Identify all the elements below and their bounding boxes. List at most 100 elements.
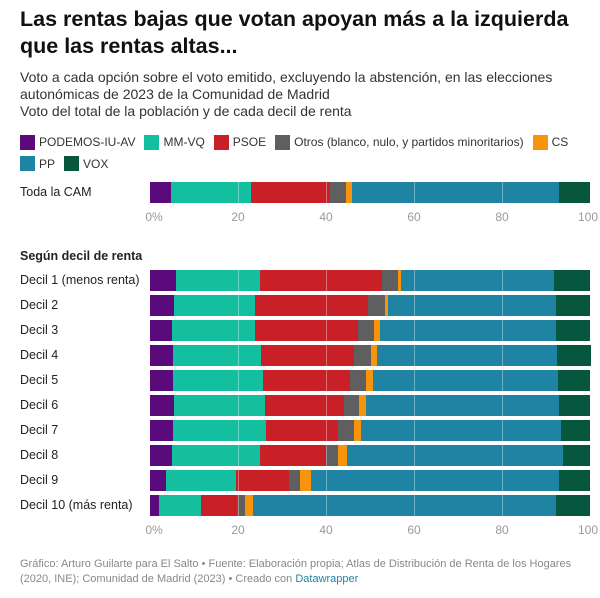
gridline [326, 470, 327, 491]
bar-segment-vox[interactable] [559, 470, 591, 491]
bar-segment-mm-vq[interactable] [171, 182, 252, 203]
row-label: Decil 6 [20, 398, 59, 412]
bar-segment-pp[interactable] [361, 420, 562, 441]
bar-segment-otros[interactable] [354, 345, 372, 366]
bar-segment-otros[interactable] [367, 295, 386, 316]
bar-segment-pp[interactable] [388, 295, 557, 316]
bar-segment-psoe[interactable] [259, 270, 383, 291]
bar-segment-mm-vq[interactable] [172, 320, 256, 341]
section-label: Según decil de renta [20, 249, 143, 263]
datawrapper-link[interactable]: Datawrapper [295, 573, 359, 585]
bar-segment-vox[interactable] [555, 320, 591, 341]
gridline [326, 320, 327, 341]
bar-segment-pp[interactable] [347, 445, 564, 466]
bar-segment-mm-vq[interactable] [165, 470, 237, 491]
bar-segment-cs[interactable] [370, 345, 378, 366]
gridline [502, 470, 503, 491]
bar-segment-cs[interactable] [384, 295, 389, 316]
bar-segment-podemos-iu-av[interactable] [150, 320, 173, 341]
bar-segment-otros[interactable] [338, 420, 355, 441]
bar-segment-pp[interactable] [400, 270, 555, 291]
row-label: Toda la CAM [20, 185, 92, 199]
bar-segment-vox[interactable] [558, 370, 591, 391]
bar-segment-psoe[interactable] [251, 182, 331, 203]
bar-segment-pp[interactable] [376, 345, 558, 366]
bar-segment-otros[interactable] [326, 445, 339, 466]
bar-segment-podemos-iu-av[interactable] [150, 295, 175, 316]
bar-segment-podemos-iu-av[interactable] [150, 470, 167, 491]
x-tick-label: 80 [495, 210, 509, 224]
bar-segment-pp[interactable] [352, 182, 560, 203]
bar-segment-mm-vq[interactable] [173, 345, 262, 366]
bar-segment-psoe[interactable] [265, 420, 339, 441]
bar-segment-pp[interactable] [365, 395, 560, 416]
bar-segment-mm-vq[interactable] [175, 270, 261, 291]
bar-segment-psoe[interactable] [263, 370, 351, 391]
bar-segment-pp[interactable] [253, 495, 557, 516]
bar-segment-vox[interactable] [555, 295, 591, 316]
bar-segment-podemos-iu-av[interactable] [150, 395, 175, 416]
bar-segment-cs[interactable] [366, 370, 374, 391]
bar-segment-podemos-iu-av[interactable] [150, 370, 174, 391]
bar-segment-otros[interactable] [381, 270, 399, 291]
legend-item: PP [20, 155, 55, 173]
bar-segment-otros[interactable] [289, 470, 301, 491]
bar-segment-psoe[interactable] [265, 395, 345, 416]
bar-segment-psoe[interactable] [260, 345, 355, 366]
bar-segment-psoe[interactable] [259, 445, 327, 466]
bar-segment-cs[interactable] [398, 270, 402, 291]
bar-segment-cs[interactable] [337, 445, 348, 466]
x-tick-label: 40 [319, 210, 333, 224]
bar-segment-cs[interactable] [245, 495, 254, 516]
bar-segment-cs[interactable] [359, 395, 367, 416]
legend-swatch [20, 134, 35, 150]
x-tick-label: 60 [407, 210, 421, 224]
gridline [238, 395, 239, 416]
bar-segment-podemos-iu-av[interactable] [150, 182, 172, 203]
gridline [238, 495, 239, 516]
bar-segment-podemos-iu-av[interactable] [150, 420, 174, 441]
bar-segment-psoe[interactable] [255, 295, 369, 316]
bar-segment-vox[interactable] [559, 395, 591, 416]
bar-segment-vox[interactable] [557, 345, 591, 366]
chart-footer: Gráfico: Arturo Guilarte para El Salto •… [20, 557, 595, 587]
bar-segment-otros[interactable] [344, 395, 360, 416]
bar-segment-cs[interactable] [346, 182, 353, 203]
bar-segment-psoe[interactable] [254, 320, 359, 341]
bar-segment-vox[interactable] [562, 445, 591, 466]
bar-segment-pp[interactable] [380, 320, 557, 341]
bar-segment-podemos-iu-av[interactable] [150, 445, 173, 466]
bar-segment-otros[interactable] [357, 320, 375, 341]
bar-segment-psoe[interactable] [235, 470, 290, 491]
bar-segment-podemos-iu-av[interactable] [150, 495, 160, 516]
gridline [502, 445, 503, 466]
gridline [414, 182, 415, 203]
bar-segment-cs[interactable] [353, 420, 362, 441]
bar-segment-psoe[interactable] [200, 495, 238, 516]
bar-segment-otros[interactable] [237, 495, 246, 516]
bar-segment-vox[interactable] [560, 420, 591, 441]
bar-segment-mm-vq[interactable] [171, 445, 261, 466]
bar-segment-mm-vq[interactable] [173, 295, 256, 316]
bar-segment-podemos-iu-av[interactable] [150, 345, 174, 366]
bar-segment-cs[interactable] [374, 320, 381, 341]
bar-segment-pp[interactable] [373, 370, 559, 391]
bar-segment-vox[interactable] [553, 270, 591, 291]
bar-segment-otros[interactable] [350, 370, 367, 391]
bar-segment-mm-vq[interactable] [173, 370, 264, 391]
bar-segment-otros[interactable] [330, 182, 347, 203]
bar-segment-cs[interactable] [300, 470, 312, 491]
bar-segment-vox[interactable] [556, 495, 591, 516]
bar-segment-mm-vq[interactable] [173, 420, 267, 441]
x-tick-label: 100 [577, 210, 599, 224]
bar-segment-mm-vq[interactable] [158, 495, 202, 516]
gridline [238, 445, 239, 466]
gridline [326, 495, 327, 516]
bar-segment-pp[interactable] [311, 470, 560, 491]
bar-segment-mm-vq[interactable] [173, 395, 266, 416]
gridline [502, 182, 503, 203]
gridline [326, 295, 327, 316]
bar-segment-podemos-iu-av[interactable] [150, 270, 177, 291]
bar-segment-vox[interactable] [558, 182, 591, 203]
legend-item: PSOE [213, 133, 266, 151]
